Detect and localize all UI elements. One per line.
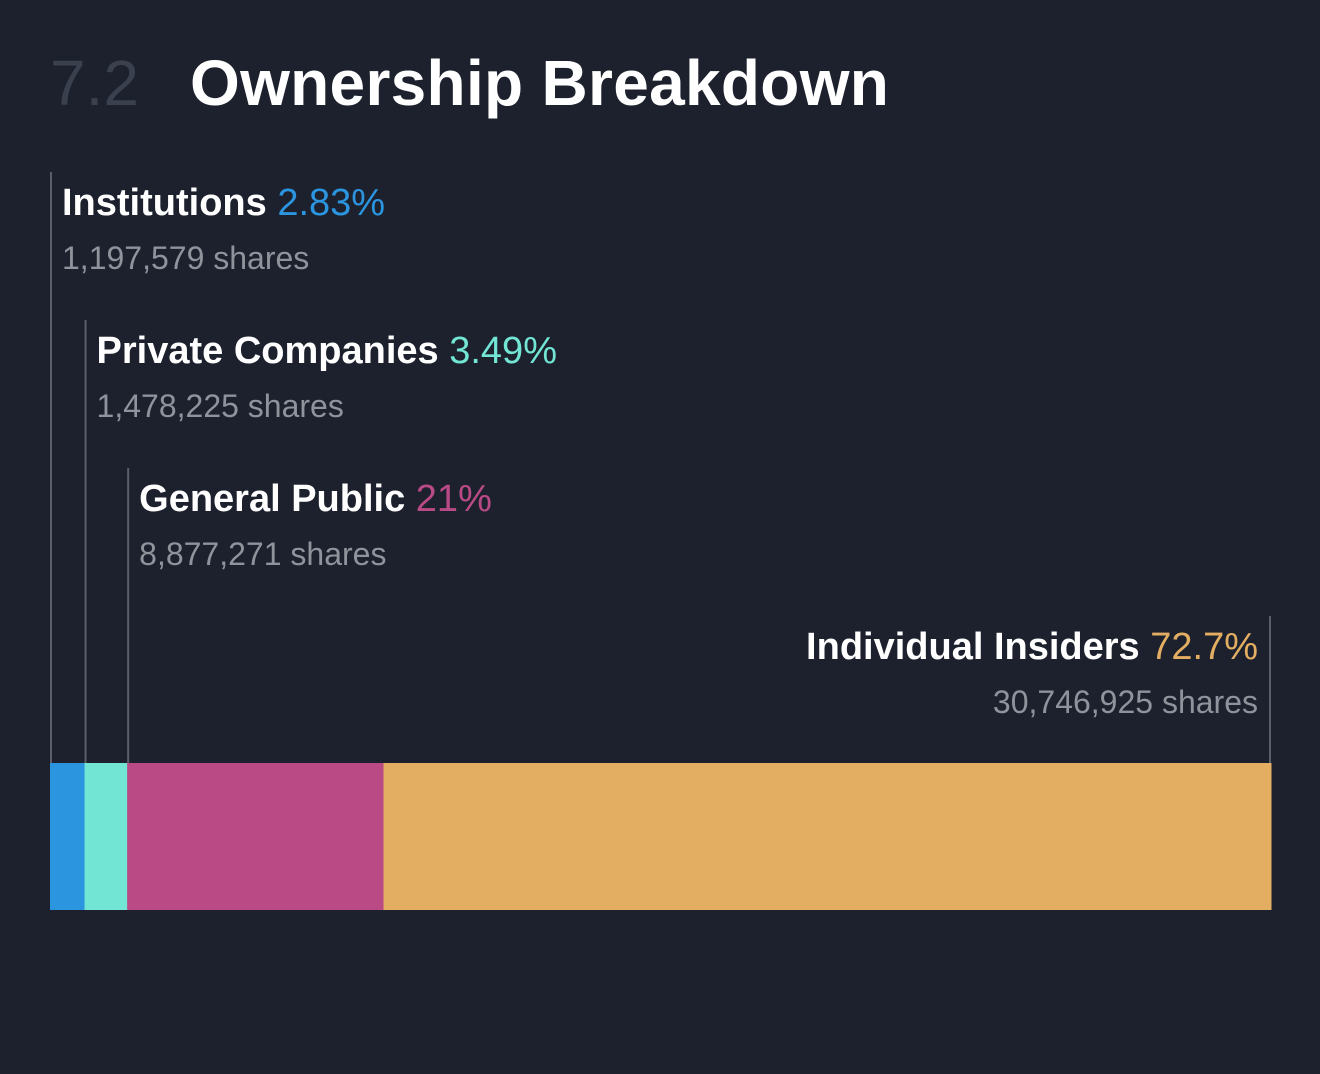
segment-name: General Public: [139, 478, 416, 520]
segment-percent: 72.7%: [1150, 626, 1258, 668]
segment-label: Private Companies 3.49% 1,478,225 shares: [97, 328, 557, 426]
segment-shares: 1,478,225 shares: [96, 388, 344, 424]
segment-name: Private Companies: [96, 330, 450, 372]
segment-heading: Private Companies 3.49%: [97, 328, 557, 374]
segment-heading: Institutions 2.83%: [62, 180, 385, 226]
bar-segment-individual-insiders: [383, 763, 1272, 910]
segment-label: General Public 21% 8,877,271 shares: [139, 476, 492, 574]
segment-label: Institutions 2.83% 1,197,579 shares: [62, 180, 385, 278]
segment-shares: 8,877,271 shares: [139, 536, 387, 572]
segment-heading: Individual Insiders 72.7%: [806, 624, 1258, 670]
bar-segment-private-companies: [84, 763, 128, 910]
segment-percent: 21%: [415, 478, 492, 520]
bar-segment-general-public: [127, 763, 385, 910]
segment-shares: 1,197,579 shares: [62, 240, 310, 276]
page-title: Ownership Breakdown: [190, 47, 890, 119]
segment-name: Institutions: [62, 182, 278, 224]
bar-segment-institutions: [50, 763, 86, 910]
segment-label: Individual Insiders 72.7% 30,746,925 shar…: [806, 624, 1258, 722]
section-number: 7.2: [50, 47, 139, 119]
segment-percent: 3.49%: [449, 330, 557, 372]
segment-heading: General Public 21%: [139, 476, 492, 522]
segment-shares: 30,746,925 shares: [992, 684, 1258, 720]
segment-percent: 2.83%: [277, 182, 386, 224]
segment-name: Individual Insiders: [806, 626, 1151, 668]
